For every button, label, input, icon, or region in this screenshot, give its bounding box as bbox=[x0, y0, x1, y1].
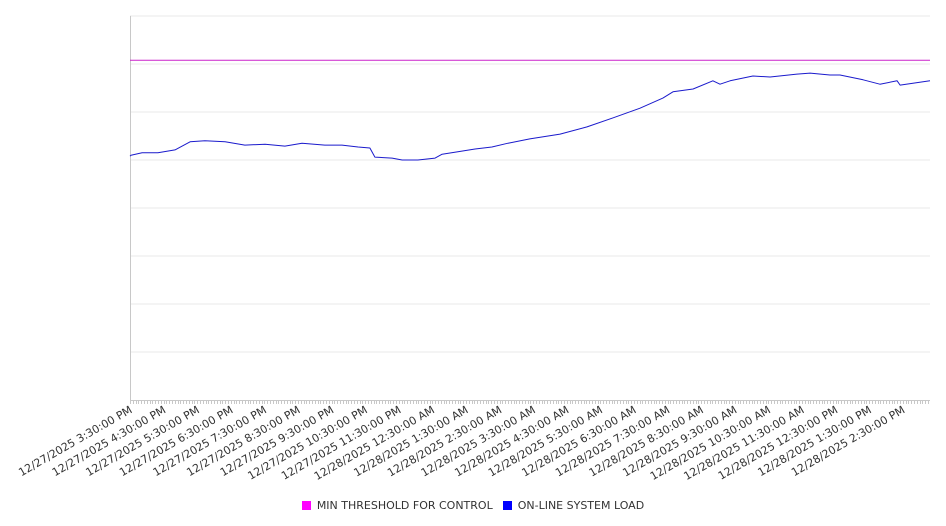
legend: MIN THRESHOLD FOR CONTROL ON-LINE SYSTEM… bbox=[0, 499, 946, 512]
legend-swatch-system-load bbox=[502, 501, 512, 510]
legend-label-system-load: ON-LINE SYSTEM LOAD bbox=[517, 499, 645, 512]
legend-label-threshold: MIN THRESHOLD FOR CONTROL bbox=[316, 499, 493, 512]
legend-item-system-load[interactable]: ON-LINE SYSTEM LOAD bbox=[502, 499, 645, 512]
gridlines bbox=[130, 15, 930, 353]
legend-item-threshold[interactable]: MIN THRESHOLD FOR CONTROL bbox=[301, 499, 493, 512]
axes bbox=[130, 16, 930, 404]
system-load-line bbox=[129, 72, 931, 161]
series-lines bbox=[129, 59, 931, 161]
legend-swatch-threshold bbox=[301, 501, 311, 510]
